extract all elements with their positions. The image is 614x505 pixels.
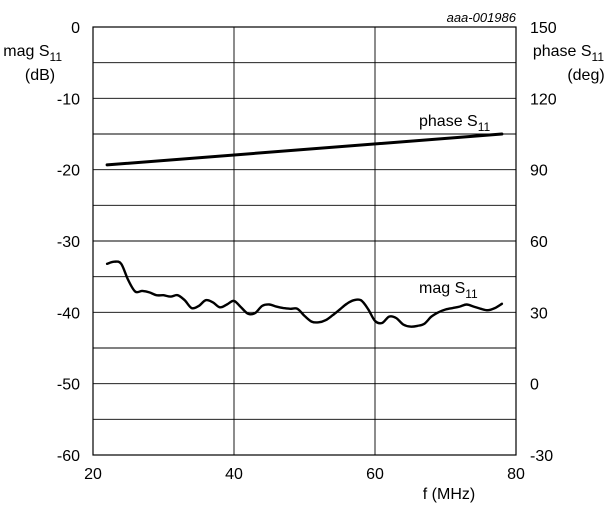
x-tick-label: 80 <box>507 466 525 483</box>
series-label-phase: phase S11 <box>419 113 491 134</box>
left-tick-labels: 0 -10 -20 -30 -40 -50 -60 <box>57 20 80 465</box>
left-tick-label: -10 <box>57 91 80 108</box>
x-axis-title: f (MHz) <box>423 486 475 503</box>
x-tick-label: 60 <box>366 466 384 483</box>
plot-frame <box>92 26 517 456</box>
reference-code: aaa-001986 <box>447 10 517 25</box>
left-tick-label: -40 <box>57 305 80 322</box>
left-tick-label: 0 <box>71 20 80 37</box>
series-layer <box>105 132 504 328</box>
right-axis-title: phase S11 <box>533 43 605 64</box>
right-tick-label: 0 <box>530 377 539 394</box>
series-label-phase-sub: 11 <box>478 120 491 134</box>
series-label-mag-sub: 11 <box>465 287 478 301</box>
right-axis-unit: (deg) <box>567 67 604 84</box>
left-tick-label: -30 <box>57 234 80 251</box>
right-tick-label: 90 <box>530 163 548 180</box>
right-tick-label: 150 <box>530 20 557 37</box>
x-tick-label: 20 <box>84 466 102 483</box>
left-tick-label: -20 <box>57 163 80 180</box>
left-tick-label: -50 <box>57 377 80 394</box>
right-tick-label: 30 <box>530 305 548 322</box>
series-label-phase-main: phase S <box>419 113 478 130</box>
right-axis-title-main: phase S <box>533 43 592 60</box>
series-line-mag <box>105 260 504 328</box>
grid <box>93 27 516 455</box>
left-axis-title-sub: 11 <box>50 50 63 64</box>
series-label-mag-main: mag S <box>419 280 465 297</box>
series-line-phase <box>105 132 504 167</box>
right-tick-label: -30 <box>530 448 553 465</box>
left-axis-title: mag S11 <box>3 43 62 64</box>
right-tick-labels: 150 120 90 60 30 0 -30 <box>530 20 557 465</box>
left-axis-unit: (dB) <box>25 67 55 84</box>
right-axis-title-sub: 11 <box>592 50 605 64</box>
series-label-mag: mag S11 <box>419 280 478 301</box>
right-tick-label: 60 <box>530 234 548 251</box>
right-tick-label: 120 <box>530 91 557 108</box>
x-tick-labels: 20 40 60 80 <box>84 466 525 483</box>
left-axis-title-main: mag S <box>3 43 49 60</box>
x-tick-label: 40 <box>225 466 243 483</box>
left-tick-label: -60 <box>57 448 80 465</box>
